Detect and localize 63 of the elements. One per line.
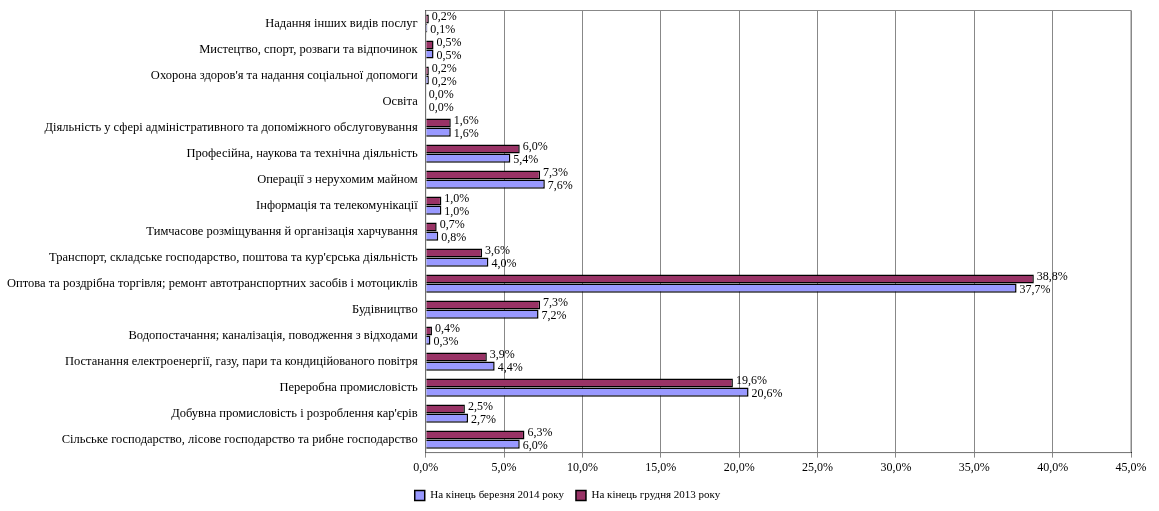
data-label: 0,0%: [428, 87, 454, 102]
x-tick-label: 10,0%: [566, 459, 598, 474]
data-label: 1,0%: [444, 191, 470, 206]
data-label: 0,2%: [431, 61, 457, 76]
legend-label: На кінець березня 2014 року: [430, 488, 565, 501]
data-label: 4,0%: [491, 256, 517, 271]
data-label: 1,0%: [444, 204, 470, 219]
data-label: 6,3%: [527, 425, 553, 440]
data-label: 0,2%: [431, 74, 457, 89]
y-tick-label: Оптова та роздрібна торгівля; ремонт автотранспортних засобів і мотоциклів: [7, 275, 418, 290]
data-label: 6,0%: [522, 139, 548, 154]
data-label: 1,6%: [453, 113, 479, 128]
data-label: 1,6%: [453, 126, 479, 141]
x-tick-label: 15,0%: [645, 459, 677, 474]
y-tick-label: Транспорт, складське господарство, поштова та кур'єрська діяльність: [48, 249, 418, 264]
data-label: 0,4%: [434, 321, 460, 336]
data-label: 3,9%: [489, 347, 515, 362]
data-label: 0,7%: [439, 217, 465, 232]
data-label: 3,6%: [485, 243, 511, 258]
data-label: 0,2%: [431, 9, 457, 24]
data-label: 0,1%: [430, 22, 456, 37]
y-tick-label: Освіта: [382, 93, 419, 108]
y-tick-label: Добувна промисловість і розроблення кар'єрів: [171, 405, 418, 420]
data-label: 4,4%: [497, 360, 523, 375]
data-label: 20,6%: [751, 386, 783, 401]
y-tick-label: Сільське господарство, лісове господарство та рибне господарство: [61, 431, 418, 446]
data-label: 7,3%: [543, 165, 569, 180]
x-tick-label: 40,0%: [1037, 459, 1069, 474]
x-tick-label: 0,0%: [413, 459, 439, 474]
y-tick-label: Будівництво: [352, 301, 418, 316]
y-tick-label: Професійна, наукова та технічна діяльність: [186, 145, 418, 160]
data-label: 19,6%: [735, 373, 767, 388]
y-tick-label: Водопостачання; каналізація, поводження з відходами: [128, 327, 419, 342]
y-tick-label: Мистецтво, спорт, розваги та відпочинок: [199, 41, 419, 56]
y-tick-label: Тимчасове розміщування й організація харчування: [146, 223, 418, 238]
data-label: 0,5%: [436, 48, 462, 63]
y-tick-label: Операції з нерухомим майном: [257, 171, 418, 186]
data-label: 37,7%: [1019, 282, 1051, 297]
data-label: 2,5%: [467, 399, 493, 414]
y-tick-label: Діяльність у сфері адміністративного та допоміжного обслуговування: [44, 119, 418, 134]
data-label: 38,8%: [1036, 269, 1068, 284]
legend-label: На кінець грудня 2013 року: [591, 488, 721, 501]
data-label: 7,6%: [547, 178, 573, 193]
x-tick-label: 5,0%: [491, 459, 517, 474]
y-tick-label: Інформація та телекомунікації: [256, 197, 419, 212]
data-label: 5,4%: [513, 152, 539, 167]
x-tick-label: 35,0%: [958, 459, 990, 474]
data-label: 0,5%: [436, 35, 462, 50]
data-label: 7,3%: [543, 295, 569, 310]
y-tick-label: Надання інших видів послуг: [265, 15, 418, 30]
data-label: 0,8%: [441, 230, 467, 245]
data-label: 2,7%: [471, 412, 497, 427]
data-label: 7,2%: [541, 308, 567, 323]
data-label: 0,0%: [428, 100, 454, 115]
y-tick-label: Переробна промисловість: [279, 379, 418, 394]
data-label: 0,3%: [433, 334, 459, 349]
y-tick-label: Охорона здоров'я та надання соціальної допомоги: [150, 67, 418, 82]
x-tick-label: 45,0%: [1115, 459, 1147, 474]
x-tick-label: 30,0%: [880, 459, 912, 474]
x-tick-label: 20,0%: [723, 459, 755, 474]
x-tick-label: 25,0%: [802, 459, 834, 474]
data-label: 6,0%: [522, 438, 548, 453]
y-tick-label: Постанання електроенергії, газу, пари та кондиційованого повітря: [64, 353, 418, 368]
